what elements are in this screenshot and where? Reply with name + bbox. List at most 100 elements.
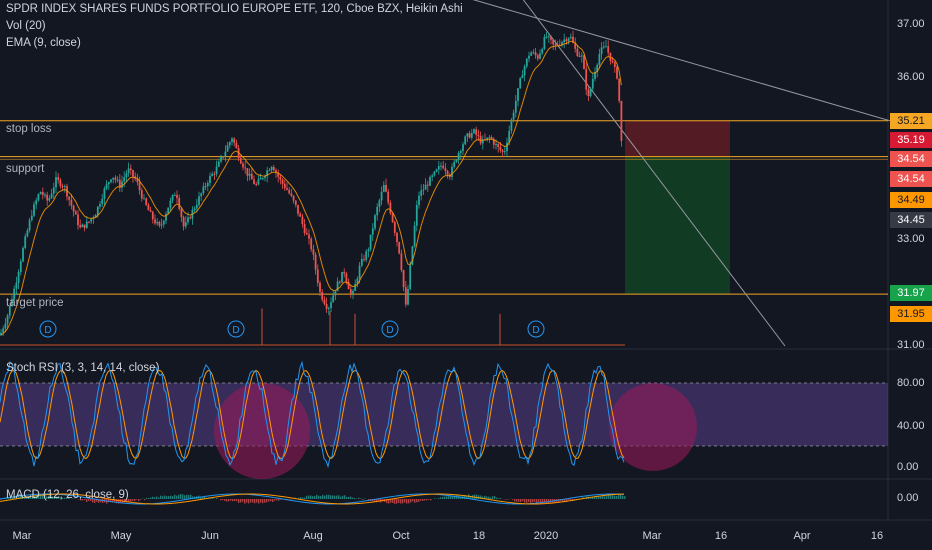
macd-histogram-bar	[526, 499, 528, 503]
candle-body	[396, 232, 398, 243]
macd-histogram-bar	[298, 497, 300, 499]
candle-body	[334, 291, 337, 296]
candle-body	[268, 170, 271, 172]
macd-histogram-bar	[512, 499, 514, 500]
macd-histogram-bar	[190, 494, 192, 499]
candle-body	[233, 138, 236, 143]
macd-histogram-bar	[274, 499, 276, 501]
candle-body	[563, 39, 566, 43]
candle-body	[299, 213, 302, 217]
candle-body	[123, 177, 126, 182]
candle-body	[266, 170, 269, 177]
macd-histogram-bar	[58, 495, 60, 499]
candle-body	[33, 204, 35, 216]
candle-body	[270, 166, 273, 171]
candle-body	[616, 66, 618, 79]
candle-body	[286, 188, 288, 190]
macd-histogram-bar	[180, 494, 182, 499]
macd-histogram-bar	[96, 499, 98, 502]
candle-body	[600, 47, 603, 55]
macd-histogram-bar	[276, 499, 278, 501]
candle-body	[52, 187, 55, 194]
macd-histogram-bar	[568, 499, 570, 500]
macd-histogram-bar	[470, 495, 472, 499]
macd-histogram-bar	[266, 499, 268, 503]
candle-body	[380, 191, 383, 201]
candle-body	[136, 178, 139, 183]
candle-body	[389, 202, 392, 214]
candle-body	[424, 184, 427, 190]
macd-histogram-bar	[238, 499, 240, 503]
candle-body	[94, 215, 97, 218]
macd-histogram-bar	[396, 499, 398, 504]
candle-body	[481, 139, 484, 144]
candle-body	[391, 213, 394, 223]
candle-body	[308, 234, 310, 239]
macd-histogram-bar	[520, 499, 522, 503]
macd-histogram-bar	[518, 499, 520, 502]
macd-histogram-bar	[270, 499, 272, 502]
macd-histogram-bar	[226, 499, 228, 502]
macd-histogram-bar	[484, 495, 486, 499]
candle-body	[74, 211, 77, 215]
candle-body	[459, 150, 462, 153]
macd-histogram-bar	[184, 495, 186, 499]
macd-histogram-bar	[476, 494, 478, 499]
macd-histogram-bar	[410, 499, 412, 503]
macd-histogram-bar	[126, 499, 128, 503]
macd-histogram-bar	[442, 496, 444, 499]
candle-body	[356, 278, 359, 284]
candle-body	[352, 290, 354, 294]
macd-legend[interactable]: MACD (12, 26, close, 9)	[6, 489, 129, 501]
macd-histogram-bar	[326, 494, 328, 499]
candle-body	[499, 147, 502, 151]
macd-histogram-bar	[242, 499, 244, 502]
candle-body	[561, 42, 563, 46]
candle-body	[206, 182, 209, 187]
candle-body	[57, 177, 60, 181]
macd-histogram-bar	[348, 496, 350, 499]
volume-legend[interactable]: Vol (20)	[6, 20, 46, 32]
candle-body	[59, 180, 62, 187]
highlight-circle	[214, 383, 310, 479]
macd-histogram-bar	[490, 497, 492, 499]
candle-body	[79, 225, 82, 228]
candle-body	[11, 299, 13, 306]
candle-body	[178, 197, 181, 209]
candle-body	[517, 88, 519, 101]
ema-legend[interactable]: EMA (9, close)	[6, 37, 81, 49]
candle-body	[470, 132, 473, 138]
macd-histogram-bar	[562, 499, 564, 502]
macd-histogram-bar	[140, 499, 142, 500]
candle-body	[435, 169, 438, 172]
macd-histogram-bar	[66, 497, 68, 499]
macd-histogram-bar	[158, 497, 160, 499]
candle-body	[338, 281, 341, 283]
candle-body	[275, 170, 277, 173]
macd-histogram-bar	[448, 496, 450, 499]
macd-histogram-bar	[540, 499, 542, 504]
macd-histogram-bar	[492, 496, 494, 499]
macd-histogram-bar	[82, 499, 84, 501]
macd-histogram-bar	[346, 496, 348, 499]
macd-histogram-bar	[306, 495, 308, 499]
candle-body	[426, 184, 429, 186]
candle-body	[281, 179, 284, 184]
macd-histogram-bar	[412, 499, 414, 502]
macd-histogram-bar	[156, 496, 158, 499]
trend-line	[472, 0, 891, 122]
macd-histogram-bar	[164, 495, 166, 499]
candle-body	[539, 53, 541, 59]
macd-histogram-bar	[254, 499, 256, 504]
macd-histogram-bar	[290, 499, 292, 500]
macd-histogram-bar	[604, 496, 606, 499]
macd-histogram-bar	[516, 499, 518, 502]
macd-histogram-bar	[500, 498, 502, 499]
macd-histogram-bar	[34, 495, 36, 499]
candle-body	[0, 332, 2, 336]
stoch-rsi-legend[interactable]: Stoch RSI (3, 3, 14, 14, close)	[6, 362, 160, 374]
candle-body	[149, 210, 152, 212]
macd-histogram-bar	[480, 495, 482, 499]
candle-body	[567, 38, 570, 42]
